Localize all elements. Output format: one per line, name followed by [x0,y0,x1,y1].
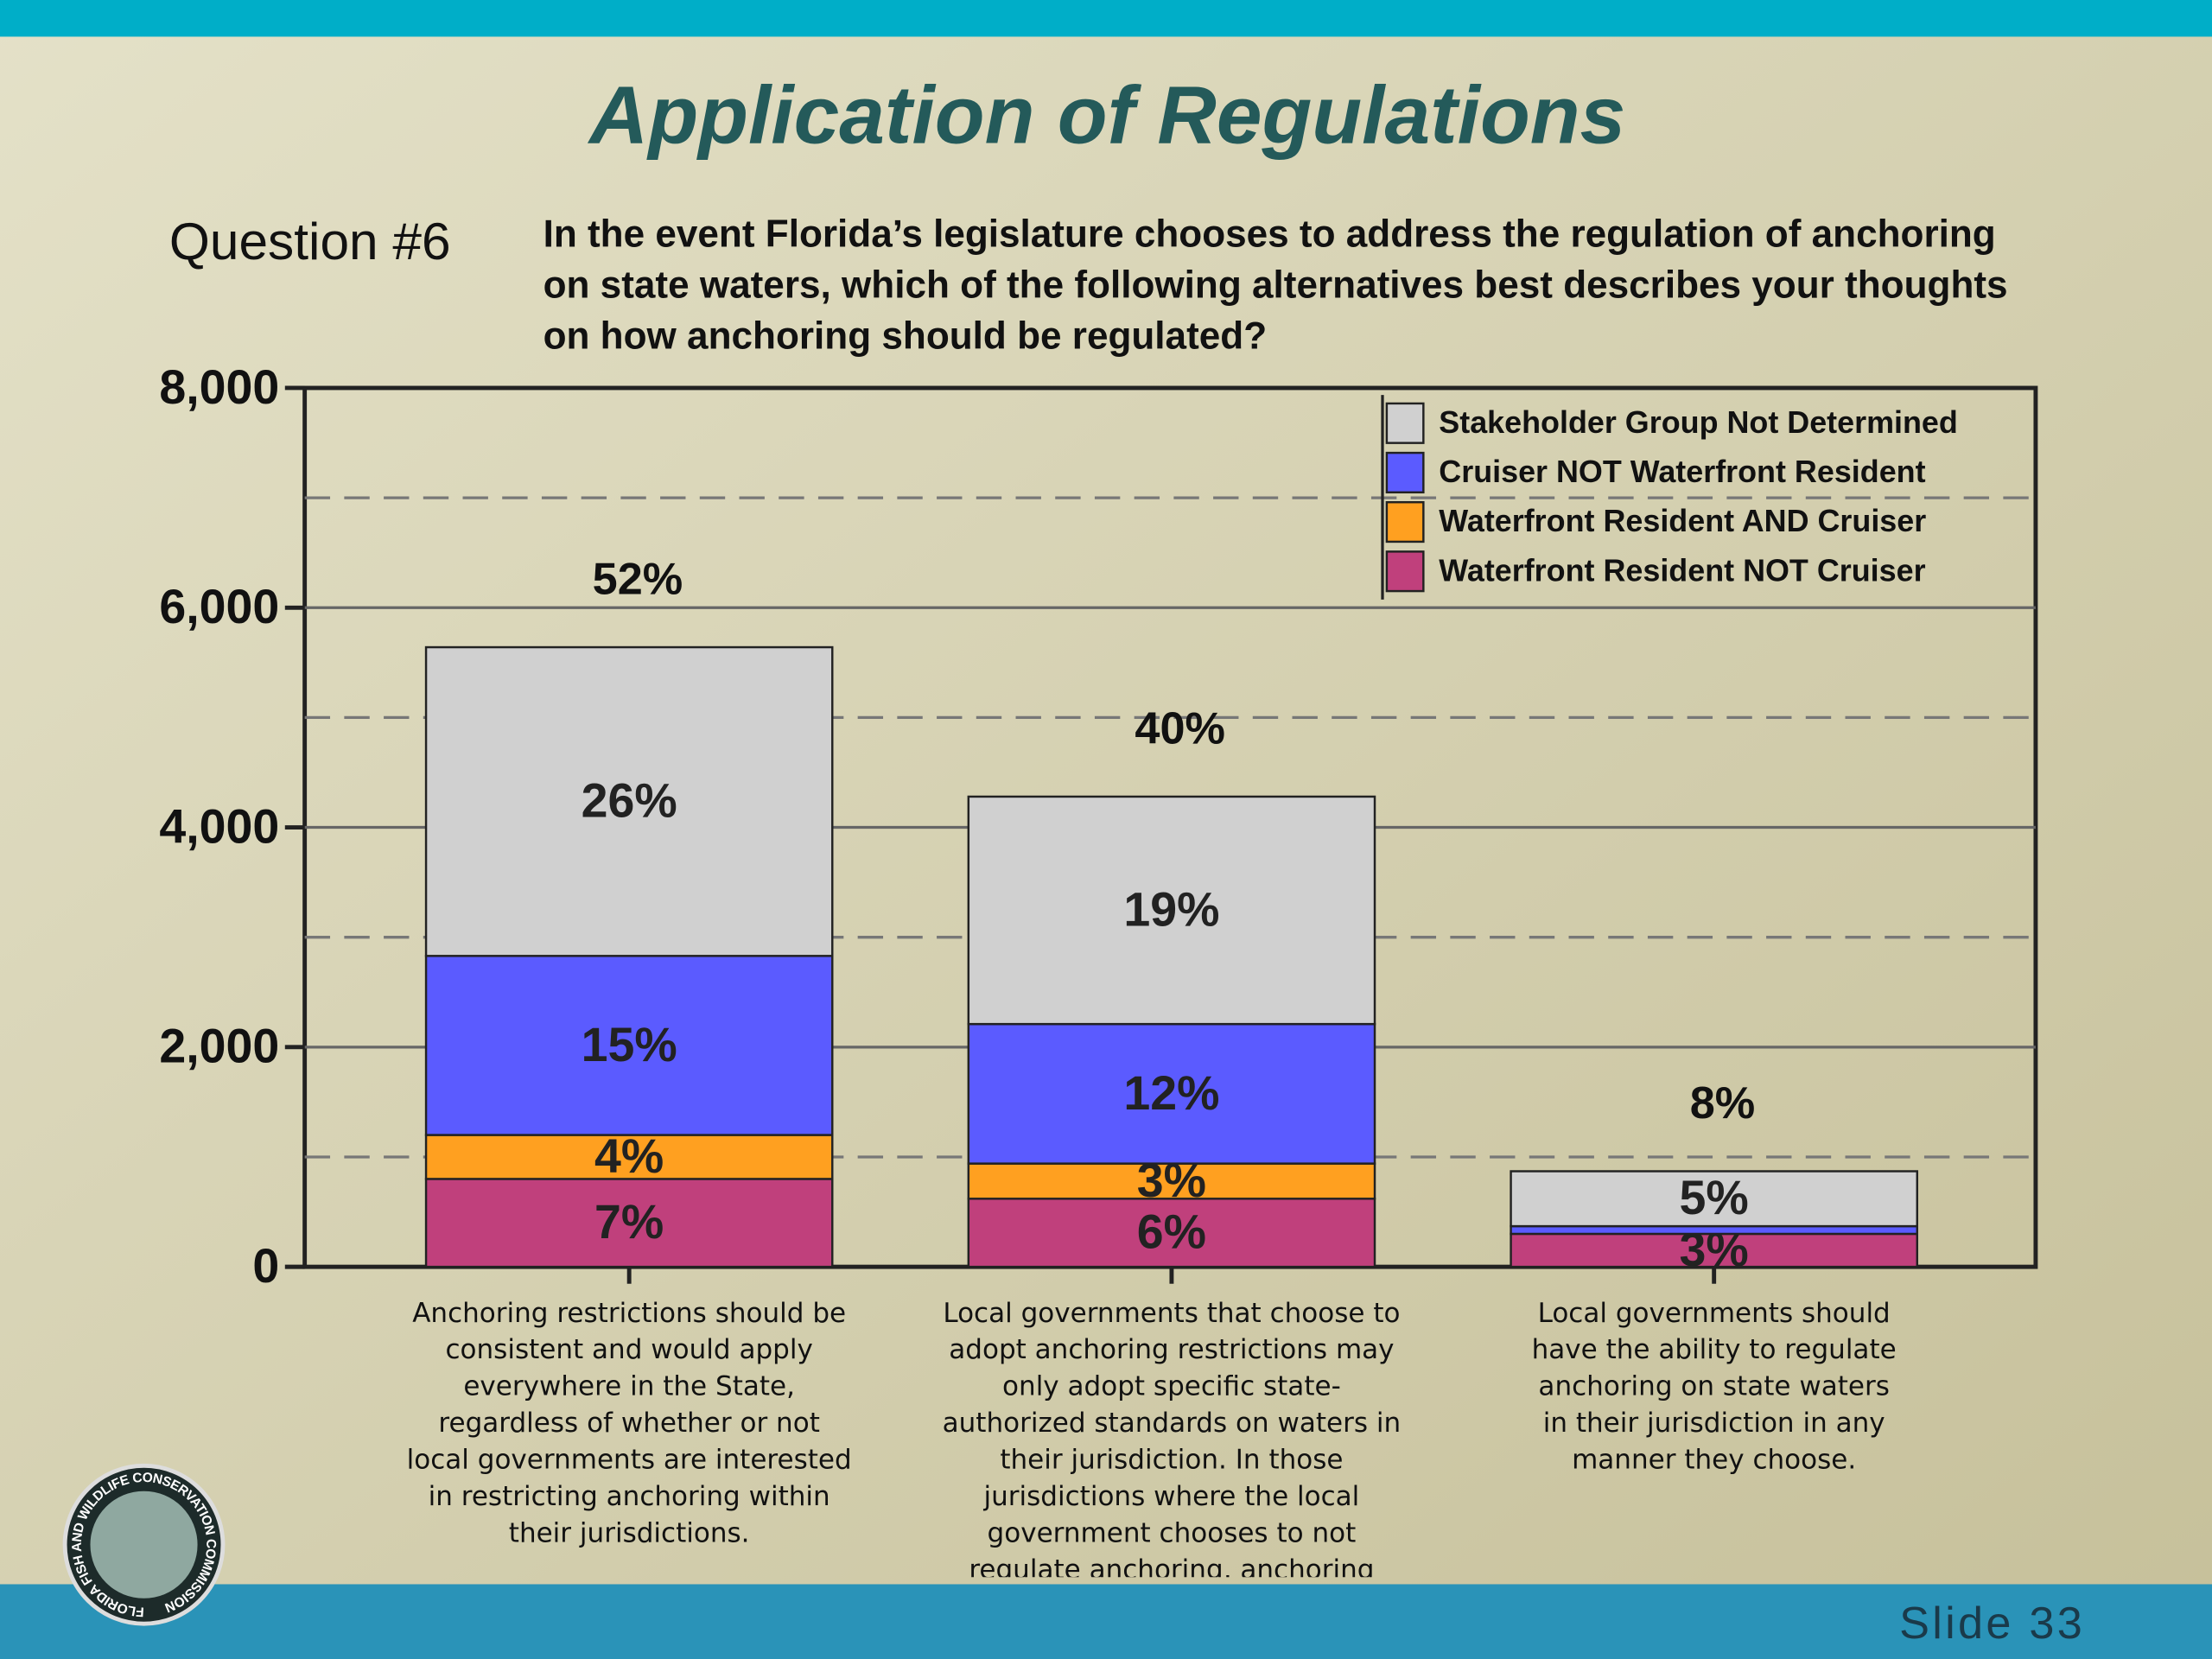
bar-segment [967,1198,1376,1268]
y-tick-label: 8,000 [159,360,279,414]
segment-label: 6% [1137,1205,1206,1259]
legend-swatch [1385,402,1425,444]
legend-swatch [1385,501,1425,543]
total-label: 52% [593,555,683,605]
segment-label: 4% [594,1129,664,1183]
legend-swatch [1385,451,1425,494]
question-text: In the event Florida’s legislature choos… [543,213,2008,358]
legend-swatch [1385,550,1425,593]
total-label: 8% [1690,1078,1756,1128]
segment-label: 7% [594,1195,664,1249]
segment-label: 26% [582,774,677,828]
slide-title: Application of Regulations [588,69,1625,161]
y-tick-label: 4,000 [159,799,279,853]
bar-segment [1510,1224,1918,1236]
x-tick-label: Local governments that choose to adopt a… [942,1298,1402,1578]
bottom-bar [0,1584,2212,1659]
bar-segment [967,795,1376,1026]
x-tick-label: Local governments should have the abilit… [1531,1298,1897,1476]
logo-center [90,1491,198,1599]
question-number: Question #6 [169,212,451,270]
y-tick-label: 6,000 [159,580,279,633]
bar-segment [967,1022,1376,1165]
legend-label: Stakeholder Group Not Determined [1439,404,1958,440]
top-bar [0,0,2212,37]
segment-label: 12% [1123,1066,1219,1120]
y-tick-label: 2,000 [159,1020,279,1073]
bar-segment [424,955,834,1136]
total-label: 40% [1135,704,1225,754]
bar-segment [967,1162,1376,1200]
question-box: In the event Florida’s legislature choos… [543,213,2008,358]
x-tick-label: Anchoring restrictions should be consist… [406,1298,852,1549]
slide-number: Slide 33 [1899,1599,2085,1649]
bar-segment [424,1134,834,1180]
legend-label: Waterfront Resident NOT Cruiser [1439,552,1925,588]
bar-segment [424,1178,834,1268]
bar-segment [1510,1170,1918,1228]
y-tick-label: 0 [252,1239,279,1293]
legend-label: Cruiser NOT Waterfront Resident [1439,454,1925,489]
legend-label: Waterfront Resident AND Cruiser [1439,503,1926,538]
segment-label: 15% [582,1018,677,1071]
bar-segment [424,645,834,957]
category-box: Local governments that choose to adopt a… [942,1298,1402,1578]
category-box: Local governments should have the abilit… [1531,1298,1897,1476]
category-box: Anchoring restrictions should be consist… [406,1298,852,1549]
segment-label: 5% [1680,1171,1749,1224]
segment-label: 19% [1123,882,1219,936]
